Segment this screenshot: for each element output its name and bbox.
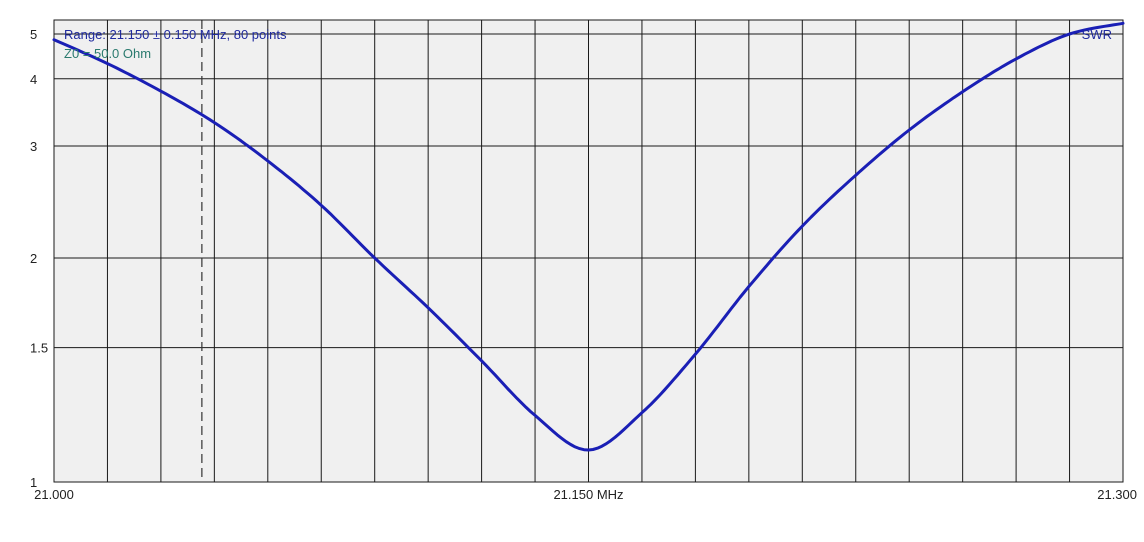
y-tick-label: 1 [30,475,37,490]
range-label: Range: 21.150 ± 0.150 MHz, 80 points [64,27,287,42]
y-tick-label: 1.5 [30,341,48,356]
plot-frame [53,19,1124,483]
y-tick-label: 4 [30,72,37,87]
x-tick-label: 21.300 [1097,487,1137,502]
series-line-swr [52,21,1125,452]
y-tick-label: 3 [30,139,37,154]
y-tick-labels: 1 1.5 2 3 4 5 [30,27,48,490]
x-tick-label: 21.000 [34,487,74,502]
vertical-grid [106,20,1071,482]
x-tick-labels: 21.000 21.150 MHz 21.300 [34,487,1137,502]
z0-label: Z0 = 50.0 Ohm [64,46,151,61]
y-tick-label: 2 [30,251,37,266]
horizontal-grid [54,33,1123,349]
series-label-swr: SWR [1082,27,1112,42]
x-tick-label: 21.150 MHz [553,487,623,502]
y-tick-label: 5 [30,27,37,42]
